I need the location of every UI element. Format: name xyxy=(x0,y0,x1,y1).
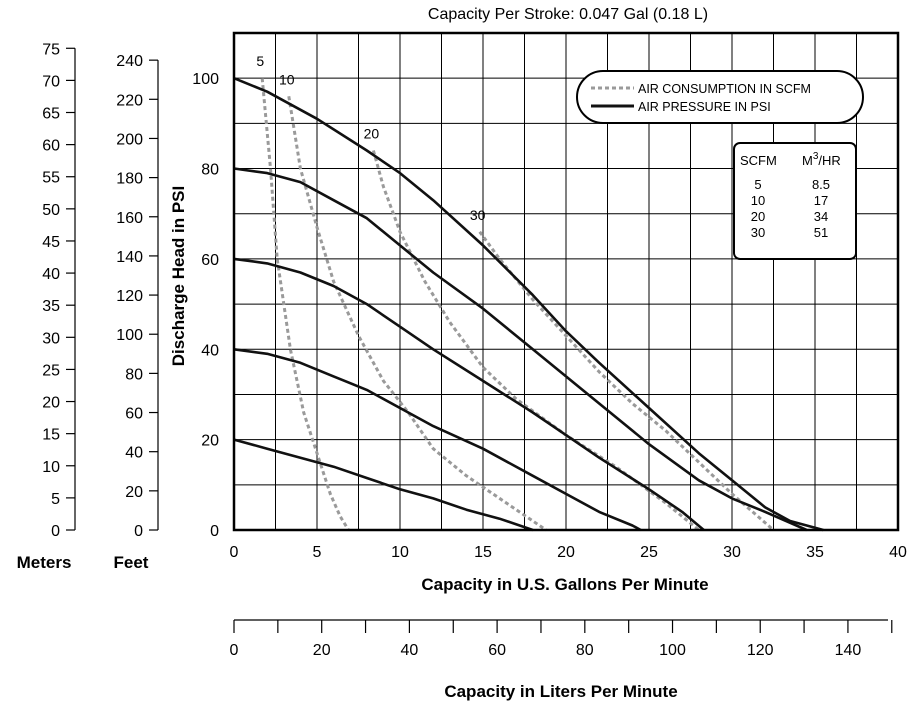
meters-tick-label: 55 xyxy=(42,170,60,187)
feet-tick-label: 0 xyxy=(134,523,143,540)
air-pressure-curve-80-psi xyxy=(233,167,808,532)
liters-axis-label: Capacity in Liters Per Minute xyxy=(444,682,677,701)
meters-tick-label: 25 xyxy=(42,362,60,379)
x-tick-label: 5 xyxy=(313,544,322,561)
conversion-table-header-scfm: SCFM xyxy=(740,153,777,168)
feet-tick-label: 80 xyxy=(125,366,143,383)
x-tick-label: 20 xyxy=(557,544,575,561)
conversion-table-m3hr-cell: 34 xyxy=(814,209,828,224)
conversion-table-box xyxy=(733,142,857,260)
x-tick-label: 35 xyxy=(806,544,824,561)
conversion-table-m3hr-cell: 51 xyxy=(814,225,828,240)
liters-tick-label: 60 xyxy=(488,642,506,659)
feet-tick-label: 160 xyxy=(116,210,143,227)
meters-tick-label: 50 xyxy=(42,202,60,219)
meters-tick-label: 30 xyxy=(42,330,60,347)
meters-tick-label: 40 xyxy=(42,266,60,283)
x-tick-label: 15 xyxy=(474,544,492,561)
liters-tick-label: 120 xyxy=(747,642,774,659)
liters-tick-label: 0 xyxy=(230,642,239,659)
air-consumption-curve-10-scfm xyxy=(287,96,547,532)
x-tick-label: 40 xyxy=(889,544,907,561)
x-axis-ticks: 0 5 10 15 20 25 30 35 40 xyxy=(230,544,907,561)
air-curve-label-5: 5 xyxy=(256,53,264,69)
feet-tick-label: 120 xyxy=(116,288,143,305)
x-tick-label: 10 xyxy=(391,544,409,561)
meters-tick-label: 75 xyxy=(42,41,60,58)
meters-tick-label: 10 xyxy=(42,459,60,476)
legend-label-air-pressure: AIR PRESSURE IN PSI xyxy=(638,100,771,114)
meters-tick-label: 35 xyxy=(42,298,60,315)
curves xyxy=(233,76,824,532)
air-consumption-curve-5-scfm xyxy=(260,78,350,531)
air-pressure-curve-20-psi xyxy=(233,438,534,532)
meters-tick-label: 45 xyxy=(42,234,60,251)
feet-axis: 0 20 40 60 80 100 120 140 160 180 200 220 240 xyxy=(116,53,159,540)
conversion-table: SCFM M3/HR 5 8.5 10 17 20 34 30 51 xyxy=(733,142,857,260)
liters-axis: 0 20 40 60 80 100 120 140 xyxy=(230,619,893,659)
air-pressure-curve-40-psi xyxy=(233,348,642,532)
liters-tick-label: 20 xyxy=(313,642,331,659)
meters-tick-label: 60 xyxy=(42,138,60,155)
feet-tick-label: 200 xyxy=(116,131,143,148)
conversion-table-m3hr-cell: 8.5 xyxy=(812,177,830,192)
feet-tick-label: 180 xyxy=(116,171,143,188)
air-curve-label-20: 20 xyxy=(364,125,380,141)
meters-tick-label: 5 xyxy=(51,491,60,508)
x-axis-label: Capacity in U.S. Gallons Per Minute xyxy=(421,575,708,594)
y-tick-label: 20 xyxy=(201,433,219,450)
liters-tick-label: 100 xyxy=(659,642,686,659)
y-axis-label: Discharge Head in PSI xyxy=(169,186,188,366)
feet-axis-label: Feet xyxy=(114,553,149,572)
feet-tick-label: 220 xyxy=(116,92,143,109)
meters-tick-label: 20 xyxy=(42,395,60,412)
feet-tick-label: 20 xyxy=(125,484,143,501)
air-curve-label-10: 10 xyxy=(279,71,295,87)
legend-label-air-consumption: AIR CONSUMPTION IN SCFM xyxy=(638,82,811,96)
liters-tick-label: 140 xyxy=(835,642,862,659)
conversion-table-scfm-cell: 30 xyxy=(751,225,765,240)
y-tick-label: 0 xyxy=(210,523,219,540)
feet-tick-label: 140 xyxy=(116,249,143,266)
air-pressure-curve-100-psi xyxy=(233,76,824,532)
y-tick-label: 60 xyxy=(201,252,219,269)
air-curve-label-30: 30 xyxy=(470,207,486,223)
y-tick-label: 80 xyxy=(201,162,219,179)
y-axis-ticks: 0 20 40 60 80 100 xyxy=(192,71,219,540)
air-pressure-curve-60-psi xyxy=(233,257,705,531)
y-tick-label: 100 xyxy=(192,71,219,88)
plot-frame xyxy=(232,31,900,532)
liters-tick-label: 80 xyxy=(576,642,594,659)
conversion-table-scfm-cell: 10 xyxy=(751,193,765,208)
liters-tick-label: 40 xyxy=(401,642,419,659)
x-tick-label: 0 xyxy=(230,544,239,561)
feet-tick-label: 60 xyxy=(125,406,143,423)
feet-tick-label: 240 xyxy=(116,53,143,70)
conversion-table-m3hr-cell: 17 xyxy=(814,193,828,208)
x-tick-label: 30 xyxy=(723,544,741,561)
conversion-table-rows: 5 8.5 10 17 20 34 30 51 xyxy=(751,177,830,240)
x-tick-label: 25 xyxy=(640,544,658,561)
meters-tick-label: 65 xyxy=(42,106,60,123)
conversion-table-scfm-cell: 5 xyxy=(754,177,761,192)
conversion-table-scfm-cell: 20 xyxy=(751,209,765,224)
legend-box xyxy=(576,70,864,124)
feet-tick-label: 100 xyxy=(116,327,143,344)
meters-tick-label: 70 xyxy=(42,73,60,90)
y-tick-label: 40 xyxy=(201,342,219,359)
feet-tick-label: 40 xyxy=(125,445,143,462)
air-curve-labels: 5 10 20 30 xyxy=(256,53,485,223)
meters-tick-label: 0 xyxy=(51,523,60,540)
meters-axis-label: Meters xyxy=(17,553,72,572)
chart-title: Capacity Per Stroke: 0.047 Gal (0.18 L) xyxy=(428,6,708,23)
meters-axis: 0 5 10 15 20 25 30 35 40 45 50 55 60 65 70 75 xyxy=(42,41,76,540)
legend: AIR CONSUMPTION IN SCFM AIR PRESSURE IN … xyxy=(576,70,864,124)
conversion-table-header-m3hr: M3/HR xyxy=(802,151,841,168)
meters-tick-label: 15 xyxy=(42,427,60,444)
